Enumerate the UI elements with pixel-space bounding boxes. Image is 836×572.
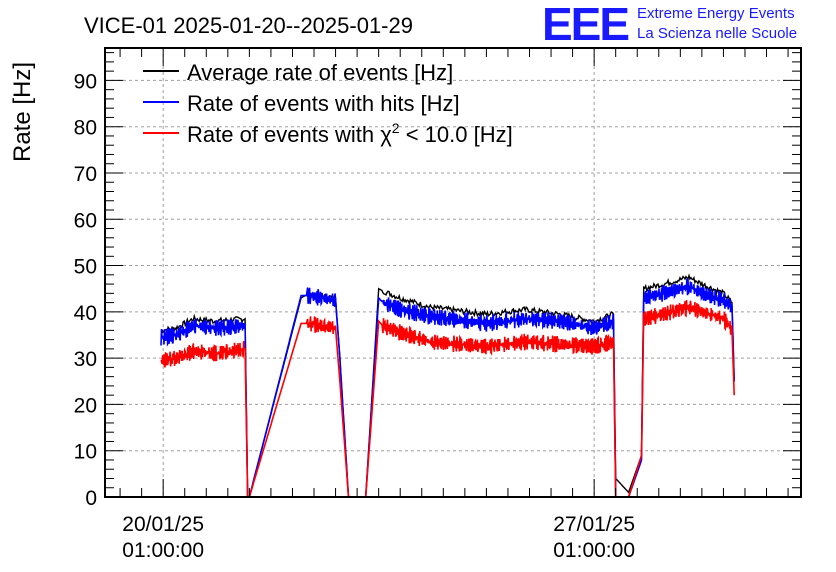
- y-tick-label: 10: [74, 441, 97, 464]
- series-layer: [160, 273, 735, 498]
- y-tick-label: 60: [74, 209, 97, 232]
- y-tick-label: 70: [74, 163, 97, 186]
- x-tick-time-label: 01:00:00: [553, 539, 635, 562]
- axis-layer: 0 10 20 30 40 50 60 70 80 90 20/01/25 01:00:00 27/01…: [74, 47, 802, 562]
- series-line-hits: [160, 278, 735, 498]
- y-tick-label: 0: [85, 487, 97, 510]
- y-axis-label: Rate [Hz]: [9, 62, 36, 162]
- eee-logo-mark: EEE: [542, 0, 628, 50]
- chart-title: VICE-01 2025-01-20--2025-01-29: [84, 13, 413, 38]
- eee-logo: EEE Extreme Energy Events La Scienza nel…: [542, 0, 797, 50]
- y-tick-label: 30: [74, 348, 97, 371]
- plot-frame: [104, 47, 802, 498]
- x-tick-date-label: 27/01/25: [553, 513, 635, 536]
- x-tick-date-label: 20/01/25: [122, 513, 204, 536]
- y-tick-label: 50: [74, 256, 97, 279]
- eee-logo-line1: Extreme Energy Events: [637, 5, 795, 22]
- legend-chi2-superscript: 2: [392, 120, 400, 136]
- y-tick-label: 80: [74, 117, 97, 140]
- legend: Average rate of events [Hz] Rate of even…: [143, 60, 513, 147]
- series-line-chi2: [160, 300, 735, 498]
- legend-chi2-suffix: < 10.0 [Hz]: [400, 122, 513, 147]
- y-tick-label: 90: [74, 70, 97, 93]
- legend-chi2-prefix: Rate of events with: [187, 122, 380, 147]
- y-tick-label: 40: [74, 302, 97, 325]
- legend-chi2-symbol: χ: [380, 122, 392, 147]
- legend-label-hits: Rate of events with hits [Hz]: [187, 91, 460, 116]
- y-tick-label: 20: [74, 394, 97, 417]
- eee-logo-line2: La Scienza nelle Scuole: [637, 25, 797, 42]
- legend-label-avg: Average rate of events [Hz]: [187, 60, 453, 85]
- x-tick-time-label: 01:00:00: [122, 539, 204, 562]
- legend-label-chi2: Rate of events with χ2 < 10.0 [Hz]: [187, 120, 513, 147]
